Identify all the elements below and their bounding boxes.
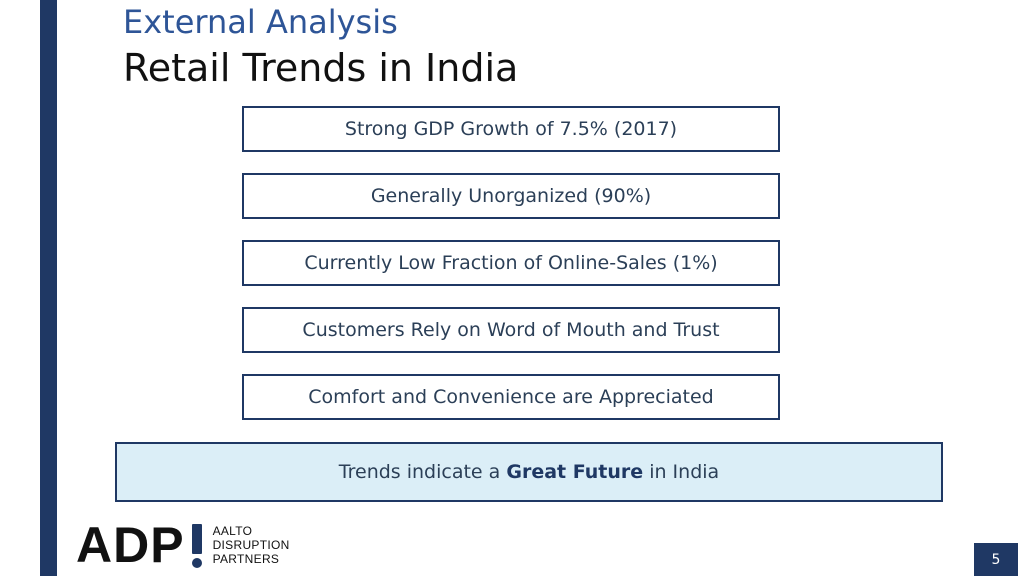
- exclamation-icon: [189, 522, 205, 568]
- page-title: Retail Trends in India: [123, 46, 519, 90]
- company-logo: ADP AALTO DISRUPTION PARTNERS: [76, 520, 290, 570]
- conclusion-emphasis: Great Future: [506, 461, 644, 483]
- trend-box-unorganized: Generally Unorganized (90%): [242, 173, 780, 219]
- trend-box-gdp: Strong GDP Growth of 7.5% (2017): [242, 106, 780, 152]
- page-number: 5: [974, 543, 1018, 576]
- trend-box-online-sales: Currently Low Fraction of Online-Sales (…: [242, 240, 780, 286]
- logo-wordmark: AALTO DISRUPTION PARTNERS: [213, 524, 290, 566]
- logo-line-2: DISRUPTION: [212, 538, 290, 552]
- logo-line-1: AALTO: [212, 524, 253, 538]
- section-title: External Analysis: [123, 3, 398, 41]
- trend-box-convenience: Comfort and Convenience are Appreciated: [242, 374, 780, 420]
- trend-box-word-of-mouth: Customers Rely on Word of Mouth and Trus…: [242, 307, 780, 353]
- conclusion-suffix: in India: [643, 461, 720, 483]
- left-accent-bar: [40, 0, 57, 576]
- conclusion-box: Trends indicate a Great Future in India: [115, 442, 943, 502]
- conclusion-prefix: Trends indicate a: [338, 461, 507, 483]
- logo-mark: ADP: [76, 517, 185, 573]
- logo-line-3: PARTNERS: [212, 552, 280, 566]
